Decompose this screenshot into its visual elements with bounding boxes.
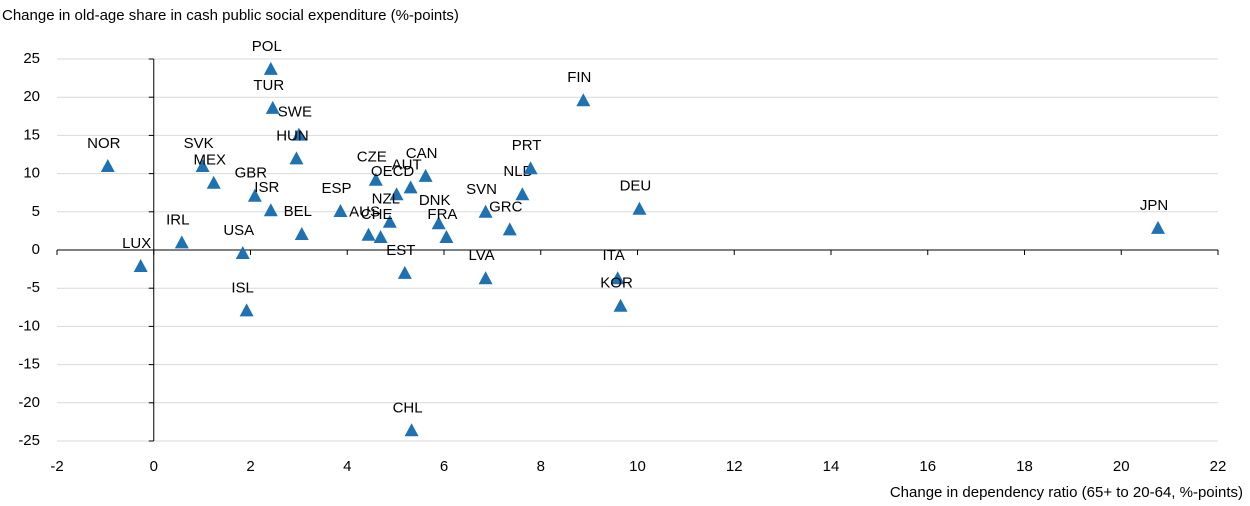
point	[174, 235, 189, 249]
point-label: NLD	[503, 163, 533, 180]
point-label: FRA	[427, 206, 457, 223]
point-label: OECD	[371, 163, 415, 180]
point	[361, 227, 376, 241]
x-tick-label: 4	[343, 458, 351, 475]
x-tick-label: 2	[246, 458, 254, 475]
point	[263, 203, 278, 217]
point	[403, 180, 418, 194]
y-tick-label: -25	[18, 432, 40, 449]
point-label: CZE	[357, 149, 387, 166]
point-label: NOR	[87, 135, 121, 152]
point	[523, 161, 538, 175]
x-tick-label: 18	[1016, 458, 1033, 475]
point	[610, 271, 625, 285]
x-tick-label: 16	[919, 458, 936, 475]
point-label: DNK	[419, 192, 451, 209]
point	[632, 201, 647, 215]
point	[206, 175, 221, 189]
point-label: HUN	[276, 127, 309, 144]
x-tick-label: 8	[537, 458, 545, 475]
point-label: AUS	[349, 204, 380, 221]
point	[404, 423, 419, 437]
point-label: ITA	[603, 247, 625, 264]
point	[133, 259, 148, 273]
y-tick-label: -10	[18, 317, 40, 334]
point	[431, 216, 446, 230]
point-label: CAN	[406, 145, 438, 162]
point	[368, 172, 383, 186]
y-tick-label: -20	[18, 394, 40, 411]
y-tick-label: 20	[23, 88, 40, 105]
point-label: JPN	[1140, 197, 1168, 214]
point	[373, 230, 388, 244]
point	[502, 222, 517, 236]
x-tick-label: -2	[50, 458, 63, 475]
point	[576, 93, 591, 107]
point-label: BEL	[284, 203, 312, 220]
point	[389, 187, 404, 201]
point-label: SVK	[184, 135, 214, 152]
point	[382, 214, 397, 228]
point-label: USA	[223, 222, 254, 239]
point-label: LUX	[122, 235, 151, 252]
point-label: EST	[386, 242, 415, 259]
point-label: SWE	[278, 104, 312, 121]
point	[1151, 220, 1166, 234]
point-label: KOR	[600, 275, 633, 292]
point	[439, 230, 454, 244]
y-tick-label: -5	[27, 279, 40, 296]
point	[239, 303, 254, 317]
point-label: DEU	[620, 178, 652, 195]
point	[195, 158, 210, 172]
point	[613, 298, 628, 312]
point	[100, 158, 115, 172]
point-label: GBR	[235, 165, 268, 182]
point-label: CHE	[361, 206, 393, 223]
point	[291, 127, 306, 141]
x-tick-label: 22	[1210, 458, 1227, 475]
x-tick-label: 10	[629, 458, 646, 475]
point	[265, 100, 280, 114]
point	[294, 226, 309, 240]
y-tick-label: 25	[23, 50, 40, 67]
point-label: SVN	[466, 181, 497, 198]
point	[289, 151, 304, 165]
point-label: PRT	[512, 137, 542, 154]
point-label: IRL	[166, 211, 189, 228]
point	[235, 246, 250, 260]
x-tick-label: 6	[440, 458, 448, 475]
point-label: FIN	[567, 69, 591, 86]
point	[478, 204, 493, 218]
point-label: LVA	[469, 247, 495, 264]
point	[515, 187, 530, 201]
y-tick-label: -15	[18, 356, 40, 373]
x-tick-label: 12	[726, 458, 743, 475]
point	[397, 265, 412, 279]
y-tick-label: 5	[32, 203, 40, 220]
point	[333, 204, 348, 218]
chart-title: Change in old-age share in cash public s…	[2, 7, 459, 24]
x-tick-label: 14	[823, 458, 840, 475]
point	[418, 168, 433, 182]
point-label: NZL	[372, 191, 400, 208]
point-label: ISR	[254, 179, 279, 196]
point-label: ISL	[231, 279, 254, 296]
point-label: ESP	[321, 180, 351, 197]
point	[247, 188, 262, 202]
x-tick-label: 20	[1113, 458, 1130, 475]
y-tick-label: 0	[32, 241, 40, 258]
point-label: GRC	[489, 198, 523, 215]
y-tick-label: 10	[23, 165, 40, 182]
x-axis-label: Change in dependency ratio (65+ to 20-64…	[890, 484, 1243, 501]
y-tick-label: 15	[23, 126, 40, 143]
point	[263, 61, 278, 75]
point-label: TUR	[253, 77, 284, 94]
point-label: POL	[252, 38, 282, 55]
point-label: CHL	[393, 399, 423, 416]
point-label: MEX	[193, 152, 226, 169]
point-label: AUT	[392, 156, 422, 173]
x-tick-label: 0	[150, 458, 158, 475]
point	[478, 271, 493, 285]
